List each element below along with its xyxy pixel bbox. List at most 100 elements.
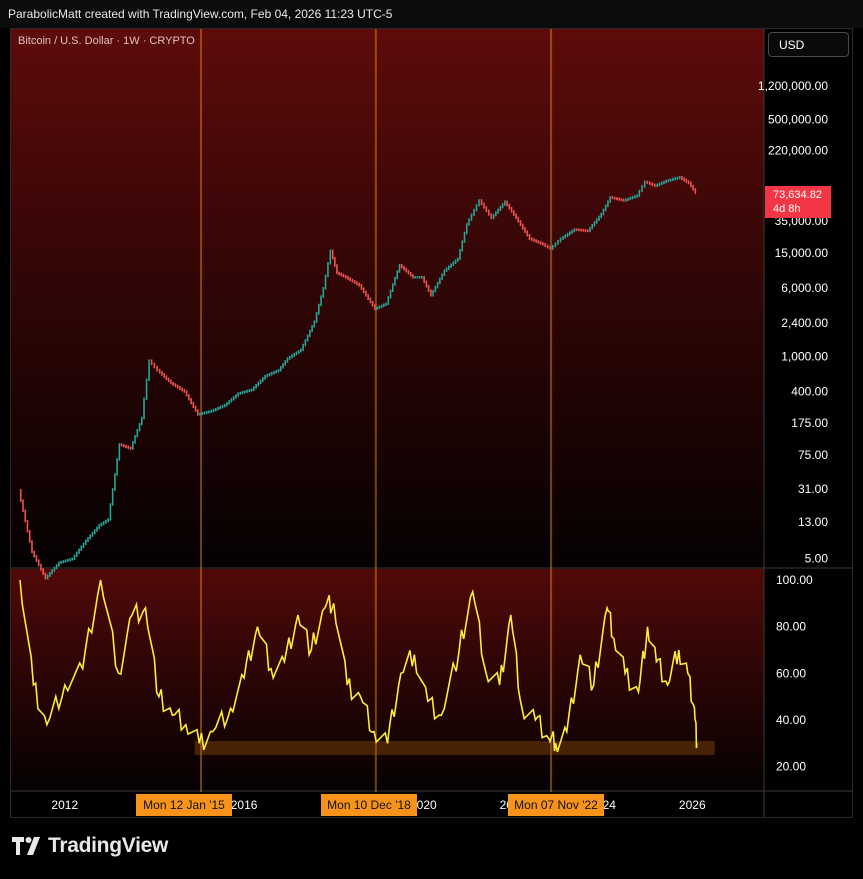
price-candle <box>33 550 36 558</box>
price-candle <box>672 177 674 182</box>
price-tick-label: 2,400.00 <box>781 316 828 330</box>
price-candle <box>665 179 667 184</box>
price-candle <box>694 188 697 194</box>
price-candle <box>690 181 692 188</box>
price-candle <box>403 265 405 271</box>
header-bar: ParabolicMatt created with TradingView.c… <box>0 0 863 28</box>
price-candle <box>288 355 291 360</box>
price-candle <box>400 263 403 269</box>
date-marker-chip: Mon 12 Jan '15 <box>136 794 232 816</box>
price-candle <box>554 242 557 248</box>
price-candle <box>434 285 437 293</box>
price-candle <box>506 200 508 207</box>
price-candle <box>277 368 280 373</box>
price-candle <box>611 196 614 200</box>
price-candle <box>201 412 204 416</box>
price-candle <box>439 277 441 285</box>
price-candle <box>421 276 423 279</box>
price-candle <box>356 281 358 286</box>
price-candle <box>338 271 340 276</box>
price-candle <box>188 394 190 401</box>
price-candle <box>499 205 502 212</box>
price-candle <box>40 563 42 571</box>
price-candle <box>396 270 399 280</box>
price-tick-label: 6,000.00 <box>781 281 828 295</box>
price-candle <box>156 365 158 372</box>
price-candle <box>248 389 251 393</box>
price-candle <box>44 572 47 580</box>
price-candle <box>190 397 192 405</box>
price-candle <box>591 224 594 230</box>
time-tick-label: 2012 <box>51 798 78 812</box>
price-candle <box>55 564 58 570</box>
price-candle <box>487 209 490 216</box>
price-candle <box>237 392 239 397</box>
price-candle <box>153 362 156 369</box>
price-candle <box>270 371 273 376</box>
oscillator-tick-label: 60.00 <box>776 666 806 680</box>
oscillator-series <box>19 579 698 753</box>
price-candle <box>217 406 219 411</box>
price-candle <box>228 400 230 405</box>
price-candle <box>185 390 188 397</box>
price-candle <box>293 352 295 357</box>
price-candle <box>385 302 387 307</box>
price-candle <box>210 409 213 413</box>
price-candle <box>430 289 432 297</box>
price-candle <box>580 228 582 232</box>
price-candle <box>667 179 670 183</box>
price-candle <box>266 373 269 378</box>
price-candle <box>109 503 112 521</box>
oscillator-pane-background <box>11 569 764 790</box>
price-candle <box>26 519 29 533</box>
price-candle <box>432 289 434 297</box>
price-candle <box>360 283 363 290</box>
price-candle <box>145 378 148 401</box>
footer <box>0 818 863 879</box>
price-candle <box>468 218 470 226</box>
price-series <box>19 176 697 580</box>
price-candle <box>235 394 237 399</box>
price-candle <box>492 213 495 220</box>
tradingview-logo[interactable]: TradingView <box>12 834 168 858</box>
price-candle <box>616 197 618 201</box>
price-candle <box>226 401 228 407</box>
price-candle <box>443 269 446 277</box>
price-candle <box>60 560 62 565</box>
price-candle <box>170 379 172 385</box>
price-candle <box>495 211 497 217</box>
price-candle <box>214 407 217 412</box>
price-candle <box>253 386 255 391</box>
price-candle <box>562 235 564 240</box>
price-candle <box>318 303 320 315</box>
price-candle <box>405 267 408 273</box>
price-candle <box>87 536 89 543</box>
price-candle <box>602 208 605 216</box>
price-candle <box>165 375 168 381</box>
price-candle <box>473 208 475 217</box>
price-candle <box>646 180 649 185</box>
price-candle <box>347 276 349 280</box>
price-candle <box>456 257 459 263</box>
price-candle <box>371 300 374 307</box>
price-candle <box>42 568 44 576</box>
price-candle <box>257 381 260 387</box>
price-candle <box>340 272 343 277</box>
author-credit: ParabolicMatt created with TradingView.c… <box>8 7 393 21</box>
currency-button[interactable]: USD <box>768 32 849 57</box>
price-candle <box>297 349 300 354</box>
price-candle <box>391 283 394 293</box>
price-candle <box>300 348 302 353</box>
price-candle <box>279 366 282 372</box>
price-candle <box>418 276 421 279</box>
price-candle <box>575 228 578 232</box>
price-candle <box>58 561 60 567</box>
price-candle <box>295 351 298 356</box>
price-tick-label: 31.00 <box>798 482 828 496</box>
price-candle <box>143 397 145 420</box>
price-candle <box>123 444 125 448</box>
price-candle <box>93 529 96 535</box>
price-candle <box>539 241 542 245</box>
price-candle <box>273 370 275 375</box>
